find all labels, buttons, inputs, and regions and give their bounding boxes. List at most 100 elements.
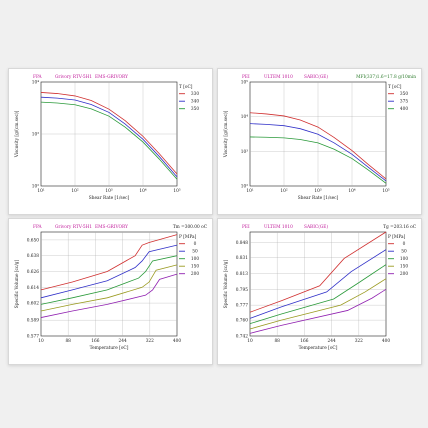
chart-svg: PEI ULTEM 1010 SABIC(GE) MFI(337)1.6=17.8 g…	[224, 75, 416, 201]
header-supplier: EMS-GRIVORY	[95, 75, 128, 80]
x-tick-label: 88	[65, 339, 71, 344]
header-material-type: PEI	[242, 75, 250, 80]
series-line-0	[249, 231, 387, 313]
header-extra-info: Tg =203.16 oC	[383, 225, 417, 230]
legend-label: 150	[400, 265, 408, 270]
x-tick-label: 10²	[71, 188, 78, 194]
x-tick-label: 244	[327, 339, 335, 344]
chart-svg: FPA Grivory RTV-5H1 EMS-GRIVORY Tm =300.00 …	[15, 225, 208, 351]
legend-label: 340	[191, 100, 199, 105]
chart-legend: P [MPa] 0 50 100 150 200	[179, 235, 199, 277]
y-tick-label: 0.848	[236, 241, 249, 246]
x-tick-label: 10¹	[37, 188, 44, 194]
y-tick-label: 10²	[32, 184, 39, 190]
x-axis-label: Temperature [oC]	[90, 346, 129, 351]
header-supplier: EMS-GRIVORY	[95, 225, 128, 230]
legend-label: 350	[191, 107, 199, 112]
x-tick-label: 10⁴	[348, 188, 355, 194]
series-line-350	[40, 101, 178, 180]
header-extra-info: MFI(337)1.6=17.8 g/10min	[356, 75, 416, 80]
y-tick-label: 0.795	[236, 288, 249, 293]
x-axis-label: Shear Rate [1/sec]	[298, 196, 339, 201]
x-tick-label: 10²	[280, 188, 287, 194]
y-tick-label: 10⁴	[32, 80, 39, 86]
legend-label: 200	[191, 272, 199, 277]
header-supplier: SABIC(GE)	[304, 75, 328, 80]
legend-label: 0	[403, 242, 406, 247]
header-grade-name: Grivory RTV-5H1	[55, 75, 92, 80]
chart-header: FPA Grivory RTV-5H1 EMS-GRIVORY	[33, 75, 128, 80]
y-axis-label: Viscosity [g/(cm.sec)]	[15, 110, 20, 158]
legend-label: 100	[191, 257, 199, 262]
series-line-340	[40, 96, 178, 178]
header-grade-name: ULTEM 1010	[264, 75, 293, 80]
chart-header: PEI ULTEM 1010 SABIC(GE) Tg =203.16 oC	[242, 225, 417, 230]
y-tick-label: 10⁵	[241, 80, 248, 86]
y-tick-label: 10²	[241, 184, 248, 190]
x-axis-label: Temperature [oC]	[299, 346, 338, 351]
chart-legend: P [MPa] 0 50 100 150 200	[388, 235, 408, 277]
series-line-100	[249, 264, 387, 325]
legend-label: 50	[192, 250, 198, 255]
x-tick-label: 166	[300, 339, 308, 344]
x-tick-label: 10¹	[246, 188, 253, 194]
series-line-150	[40, 264, 178, 312]
legend-title: T [oC]	[179, 85, 193, 90]
series-line-200	[249, 288, 387, 334]
series-line-375	[249, 123, 387, 182]
x-tick-label: 244	[118, 339, 126, 344]
y-tick-label: 0.589	[27, 319, 40, 324]
x-tick-label: 10³	[105, 188, 112, 194]
gridlines	[41, 232, 177, 336]
legend-title: T [oC]	[388, 85, 402, 90]
y-tick-label: 10⁴	[241, 114, 248, 120]
y-tick-label: 0.742	[236, 335, 249, 340]
series-line-330	[40, 92, 178, 175]
x-axis-label: Shear Rate [1/sec]	[89, 196, 130, 201]
header-material-type: PEI	[242, 225, 250, 230]
x-tick-label: 10⁵	[382, 188, 389, 194]
y-tick-label: 0.614	[27, 286, 40, 291]
header-grade-name: Grivory RTV-5H1	[55, 225, 92, 230]
series-line-50	[40, 244, 178, 299]
y-tick-label: 0.650	[27, 238, 40, 243]
chart-panel-pvt-fpa: FPA Grivory RTV-5H1 EMS-GRIVORY Tm =300.00 …	[8, 218, 213, 365]
x-tick-label: 10⁵	[173, 188, 180, 194]
gridlines	[250, 232, 386, 336]
y-tick-label: 0.577	[27, 335, 40, 340]
x-tick-label: 400	[382, 339, 390, 344]
header-material-type: FPA	[33, 225, 42, 230]
series-line-50	[249, 249, 387, 319]
series-line-150	[249, 278, 387, 330]
legend-label: 350	[400, 92, 408, 97]
series-line-350	[249, 112, 387, 180]
x-tick-label: 322	[355, 339, 363, 344]
header-grade-name: ULTEM 1010	[264, 225, 293, 230]
chart-header: FPA Grivory RTV-5H1 EMS-GRIVORY Tm =300.00 …	[33, 225, 208, 230]
y-axis-label: Specific Volume [cc/g]	[15, 259, 20, 308]
legend-label: 200	[400, 272, 408, 277]
y-tick-label: 10³	[32, 132, 39, 138]
legend-label: 150	[191, 265, 199, 270]
x-tick-label: 322	[146, 339, 154, 344]
legend-title: P [MPa]	[179, 235, 197, 240]
y-tick-label: 0.777	[236, 304, 249, 309]
legend-label: 400	[400, 107, 408, 112]
header-supplier: SABIC(GE)	[304, 225, 328, 230]
series-line-400	[249, 136, 387, 184]
y-axis-label: Viscosity [g/(cm.sec)]	[224, 110, 229, 158]
x-tick-label: 400	[173, 339, 181, 344]
series-line-0	[40, 234, 178, 291]
legend-label: 330	[191, 92, 199, 97]
series-line-100	[40, 255, 178, 305]
legend-label: 50	[401, 250, 407, 255]
x-tick-label: 10	[38, 339, 44, 344]
y-tick-label: 0.638	[27, 254, 40, 259]
y-tick-label: 10³	[241, 149, 248, 155]
x-tick-label: 88	[274, 339, 280, 344]
legend-title: P [MPa]	[388, 235, 406, 240]
chart-svg: PEI ULTEM 1010 SABIC(GE) Tg =203.16 oC 10 88 1…	[224, 225, 417, 351]
chart-legend: T [oC] 350 375 400	[388, 85, 408, 112]
x-tick-label: 10⁴	[139, 188, 146, 194]
